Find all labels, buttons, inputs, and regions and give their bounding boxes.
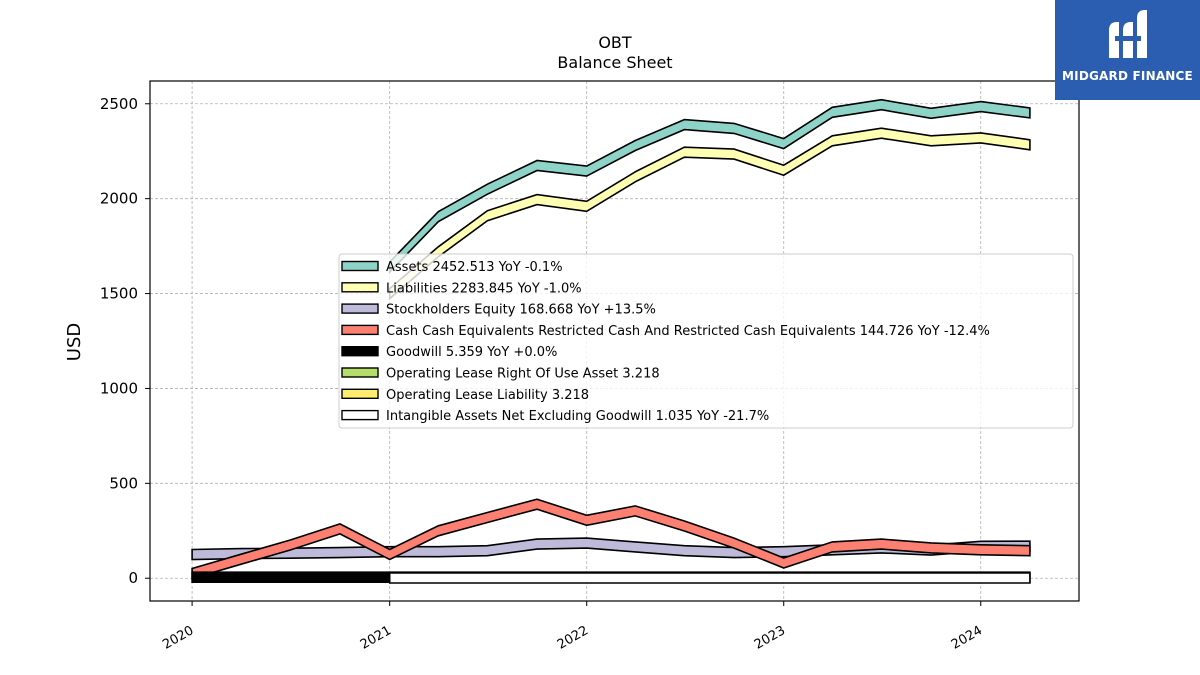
series-band-liabilities: [388, 127, 1031, 301]
x-tick-label: 2022: [555, 623, 591, 653]
x-tick-label: 2021: [358, 623, 394, 653]
y-tick-label: 1500: [100, 285, 138, 303]
legend-swatch-cash-cash-equivalents-restricted-cash-and-restricted-cash-equivalents: [341, 324, 379, 336]
y-axis-label: USD: [64, 323, 85, 361]
x-tick-label: 2024: [949, 623, 985, 653]
brand-logo: MIDGARD FINANCE: [1055, 0, 1200, 100]
y-tick-label: 0: [128, 569, 138, 587]
legend-swatch-stockholders-equity: [341, 303, 379, 314]
legend-label-cash-cash-equivalents-restricted-cash-and-restricted-cash-equivalents: Cash Cash Equivalents Restricted Cash An…: [386, 324, 990, 339]
legend-label-operating-lease-liability: Operating Lease Liability 3.218: [386, 388, 589, 403]
plot-frame: [149, 80, 1080, 602]
legend-swatch-operating-lease-right-of-use-asset: [341, 367, 379, 378]
legend-label-operating-lease-right-of-use-asset: Operating Lease Right Of Use Asset 3.218: [386, 367, 660, 382]
y-tick-label: 500: [109, 474, 138, 492]
legend-label-assets: Assets 2452.513 YoY -0.1%: [386, 260, 563, 275]
y-tick-label: 2500: [100, 95, 138, 113]
legend-label-stockholders-equity: Stockholders Equity 168.668 YoY +13.5%: [386, 303, 656, 318]
series-band-assets: [388, 98, 1031, 274]
chart-title: OBT: [598, 33, 632, 52]
legend-swatch-liabilities: [341, 282, 379, 293]
legend-swatch-operating-lease-liability: [341, 388, 379, 399]
logo-text: MIDGARD FINANCE: [1062, 69, 1193, 83]
legend-swatch-goodwill: [341, 346, 379, 357]
series-band-cash-cash-equivalents-restricted-cash-and-restricted-cash-equivalents: [191, 498, 1031, 580]
x-tick-label: 2020: [160, 623, 196, 653]
series-band-intangible-assets-net-excluding-goodwill: [388, 572, 1031, 584]
series-layer: [191, 98, 1031, 584]
y-tick-label: 2000: [100, 190, 138, 208]
chart-subtitle: Balance Sheet: [557, 53, 672, 72]
legend-swatch-assets: [341, 260, 379, 272]
legend-box: [338, 253, 1074, 429]
axis-layer: 0 500 1000 1500 2000 2500 2020 2021 2022 2023 2024: [100, 95, 985, 653]
legend-label-goodwill: Goodwill 5.359 YoY +0.0%: [386, 345, 557, 360]
legend-label-intangible-assets-net-excluding-goodwill: Intangible Assets Net Excluding Goodwill…: [386, 409, 769, 424]
legend-label-liabilities: Liabilities 2283.845 YoY -1.0%: [386, 281, 582, 296]
x-tick-label: 2023: [752, 623, 788, 653]
legend: Assets 2452.513 YoY -0.1% Liabilities 228…: [338, 253, 1074, 429]
midgard-logo-icon: [1109, 10, 1147, 58]
y-tick-label: 1000: [100, 379, 138, 397]
legend-swatch-intangible-assets-net-excluding-goodwill: [341, 409, 379, 421]
